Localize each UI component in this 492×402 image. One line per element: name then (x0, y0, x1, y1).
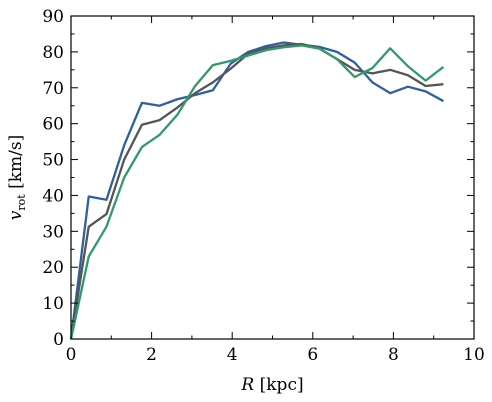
y-tick-label: 20 (42, 258, 64, 278)
y-tick-label: 60 (42, 115, 64, 135)
y-tick-label: 50 (42, 151, 64, 171)
y-tick-label: 70 (42, 79, 64, 99)
x-tick-label: 4 (227, 345, 238, 365)
x-tick-label: 6 (307, 345, 318, 365)
x-tick-label: 2 (146, 345, 157, 365)
y-tick-label: 10 (42, 294, 64, 314)
x-axis-unit: [kpc] (254, 375, 303, 395)
y-axis-subscript: rot (15, 194, 28, 211)
y-tick-label: 80 (42, 43, 64, 63)
series-layer (69, 41, 445, 340)
series-line-1 (69, 41, 444, 340)
y-tick-label: 0 (53, 330, 64, 350)
series-line-3 (69, 44, 445, 340)
y-axis-symbol: v (6, 210, 26, 220)
y-tick-label: 30 (42, 222, 64, 242)
y-axis-unit: [km/s] (6, 135, 26, 195)
tick-label-layer: 0 2 4 6 8 10 0 10 20 30 40 50 60 70 80 90 (42, 7, 484, 365)
x-axis-label: R [kpc] (240, 375, 303, 395)
y-tick-label: 90 (42, 7, 64, 27)
x-tick-label: 0 (66, 345, 77, 365)
plot-frame (70, 15, 475, 340)
y-tick-label: 40 (42, 186, 64, 206)
x-axis-symbol: R (240, 375, 254, 395)
y-axis-label: vrot [km/s] (6, 135, 28, 220)
x-tick-label: 8 (388, 345, 399, 365)
series-line-2 (69, 42, 444, 340)
tick-layer (70, 15, 475, 340)
x-tick-label: 10 (463, 345, 485, 365)
